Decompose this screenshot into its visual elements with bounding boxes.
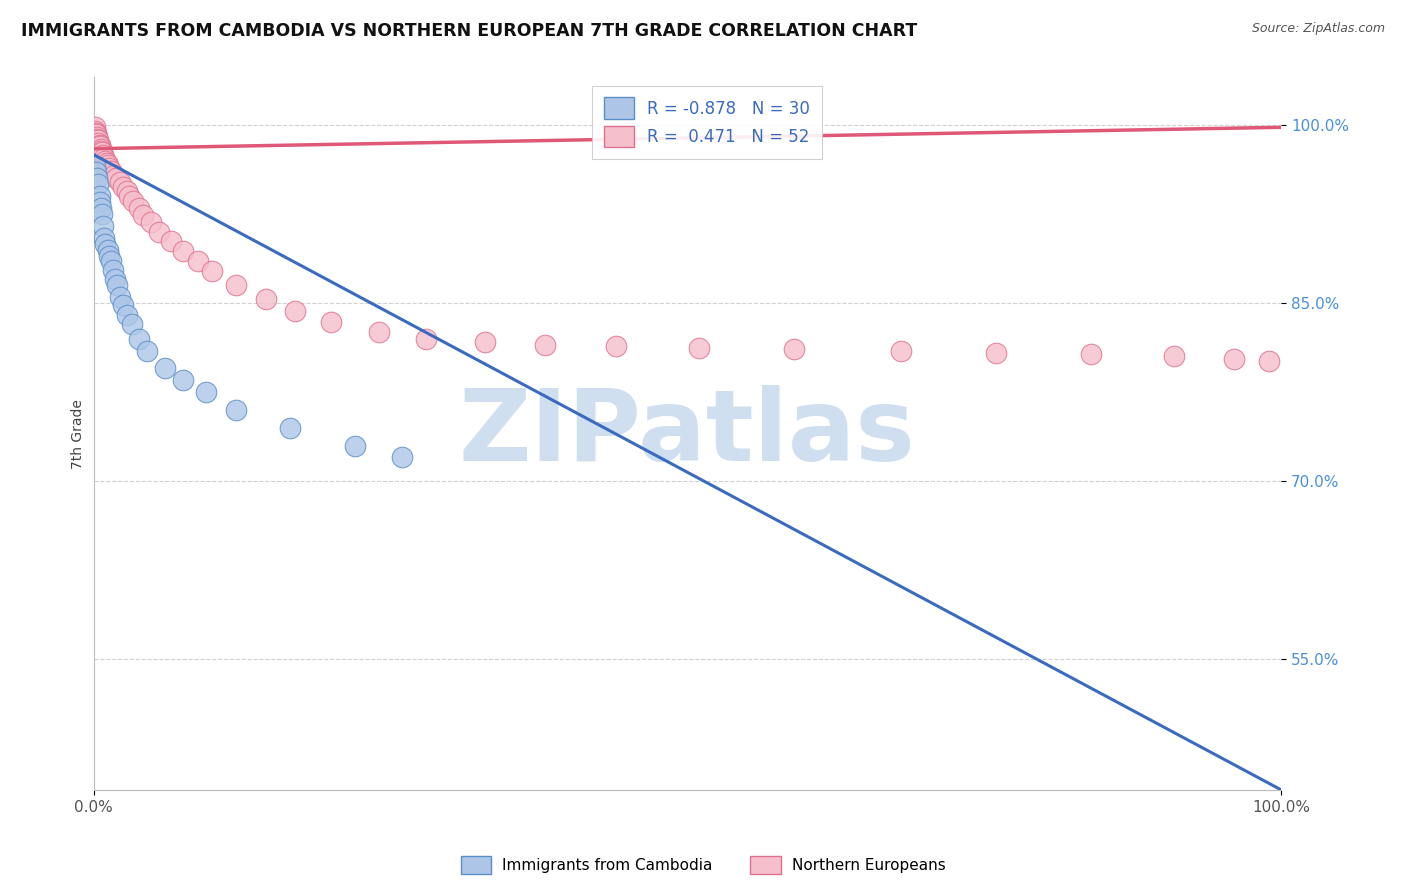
Point: [153, 361, 176, 376]
Point: [90, 144, 112, 158]
Point: [115, 185, 138, 199]
Point: [148, 225, 170, 239]
Point: [278, 420, 301, 434]
Point: [984, 346, 1007, 360]
Point: [98, 248, 121, 262]
Point: [90, 145, 112, 160]
Point: [96, 156, 118, 170]
Point: [98, 161, 121, 175]
Point: [84, 126, 107, 140]
Point: [91, 147, 114, 161]
Legend: R = -0.878   N = 30, R =  0.471   N = 52: R = -0.878 N = 30, R = 0.471 N = 52: [592, 86, 821, 159]
Point: [139, 215, 162, 229]
Point: [187, 254, 209, 268]
Point: [101, 262, 124, 277]
Point: [90, 201, 112, 215]
Point: [605, 339, 627, 353]
Point: [367, 325, 389, 339]
Point: [83, 160, 105, 174]
Point: [132, 208, 155, 222]
Text: ZIPatlas: ZIPatlas: [458, 385, 915, 483]
Point: [94, 153, 117, 168]
Point: [121, 318, 143, 332]
Point: [783, 343, 806, 357]
Point: [93, 231, 115, 245]
Point: [108, 290, 131, 304]
Point: [94, 236, 117, 251]
Point: [83, 120, 105, 135]
Point: [91, 219, 114, 233]
Point: [474, 335, 496, 350]
Point: [108, 175, 131, 189]
Point: [415, 332, 437, 346]
Point: [89, 139, 111, 153]
Point: [97, 158, 120, 172]
Point: [225, 278, 247, 293]
Point: [93, 151, 115, 165]
Point: [391, 450, 413, 465]
Point: [1222, 351, 1244, 366]
Point: [284, 304, 307, 318]
Point: [128, 201, 150, 215]
Point: [1080, 347, 1102, 361]
Point: [87, 133, 110, 147]
Point: [89, 138, 111, 153]
Point: [86, 132, 108, 146]
Point: [104, 272, 127, 286]
Point: [159, 235, 181, 249]
Point: [100, 254, 122, 268]
Point: [121, 194, 143, 208]
Point: [89, 195, 111, 210]
Point: [105, 171, 128, 186]
Point: [172, 373, 194, 387]
Point: [118, 189, 141, 203]
Point: [84, 128, 107, 142]
Point: [1163, 350, 1185, 364]
Point: [87, 136, 110, 150]
Y-axis label: 7th Grade: 7th Grade: [72, 399, 86, 468]
Point: [86, 129, 108, 144]
Point: [254, 293, 277, 307]
Point: [128, 332, 150, 346]
Point: [136, 343, 159, 358]
Point: [97, 243, 120, 257]
Point: [890, 343, 912, 358]
Point: [343, 438, 366, 452]
Point: [87, 178, 110, 192]
Text: IMMIGRANTS FROM CAMBODIA VS NORTHERN EUROPEAN 7TH GRADE CORRELATION CHART: IMMIGRANTS FROM CAMBODIA VS NORTHERN EUR…: [21, 22, 917, 40]
Point: [534, 337, 557, 351]
Point: [319, 315, 342, 329]
Point: [112, 179, 135, 194]
Point: [172, 244, 194, 258]
Point: [688, 341, 710, 355]
Point: [201, 264, 224, 278]
Point: [90, 142, 112, 156]
Point: [86, 171, 108, 186]
Point: [1258, 354, 1281, 368]
Point: [195, 385, 218, 400]
Point: [100, 164, 122, 178]
Point: [103, 168, 125, 182]
Point: [90, 207, 112, 221]
Text: Source: ZipAtlas.com: Source: ZipAtlas.com: [1251, 22, 1385, 36]
Point: [105, 278, 128, 293]
Point: [83, 124, 105, 138]
Point: [225, 403, 247, 417]
Point: [84, 165, 107, 179]
Legend: Immigrants from Cambodia, Northern Europeans: Immigrants from Cambodia, Northern Europ…: [454, 850, 952, 880]
Point: [89, 189, 111, 203]
Point: [115, 308, 138, 322]
Point: [112, 298, 135, 312]
